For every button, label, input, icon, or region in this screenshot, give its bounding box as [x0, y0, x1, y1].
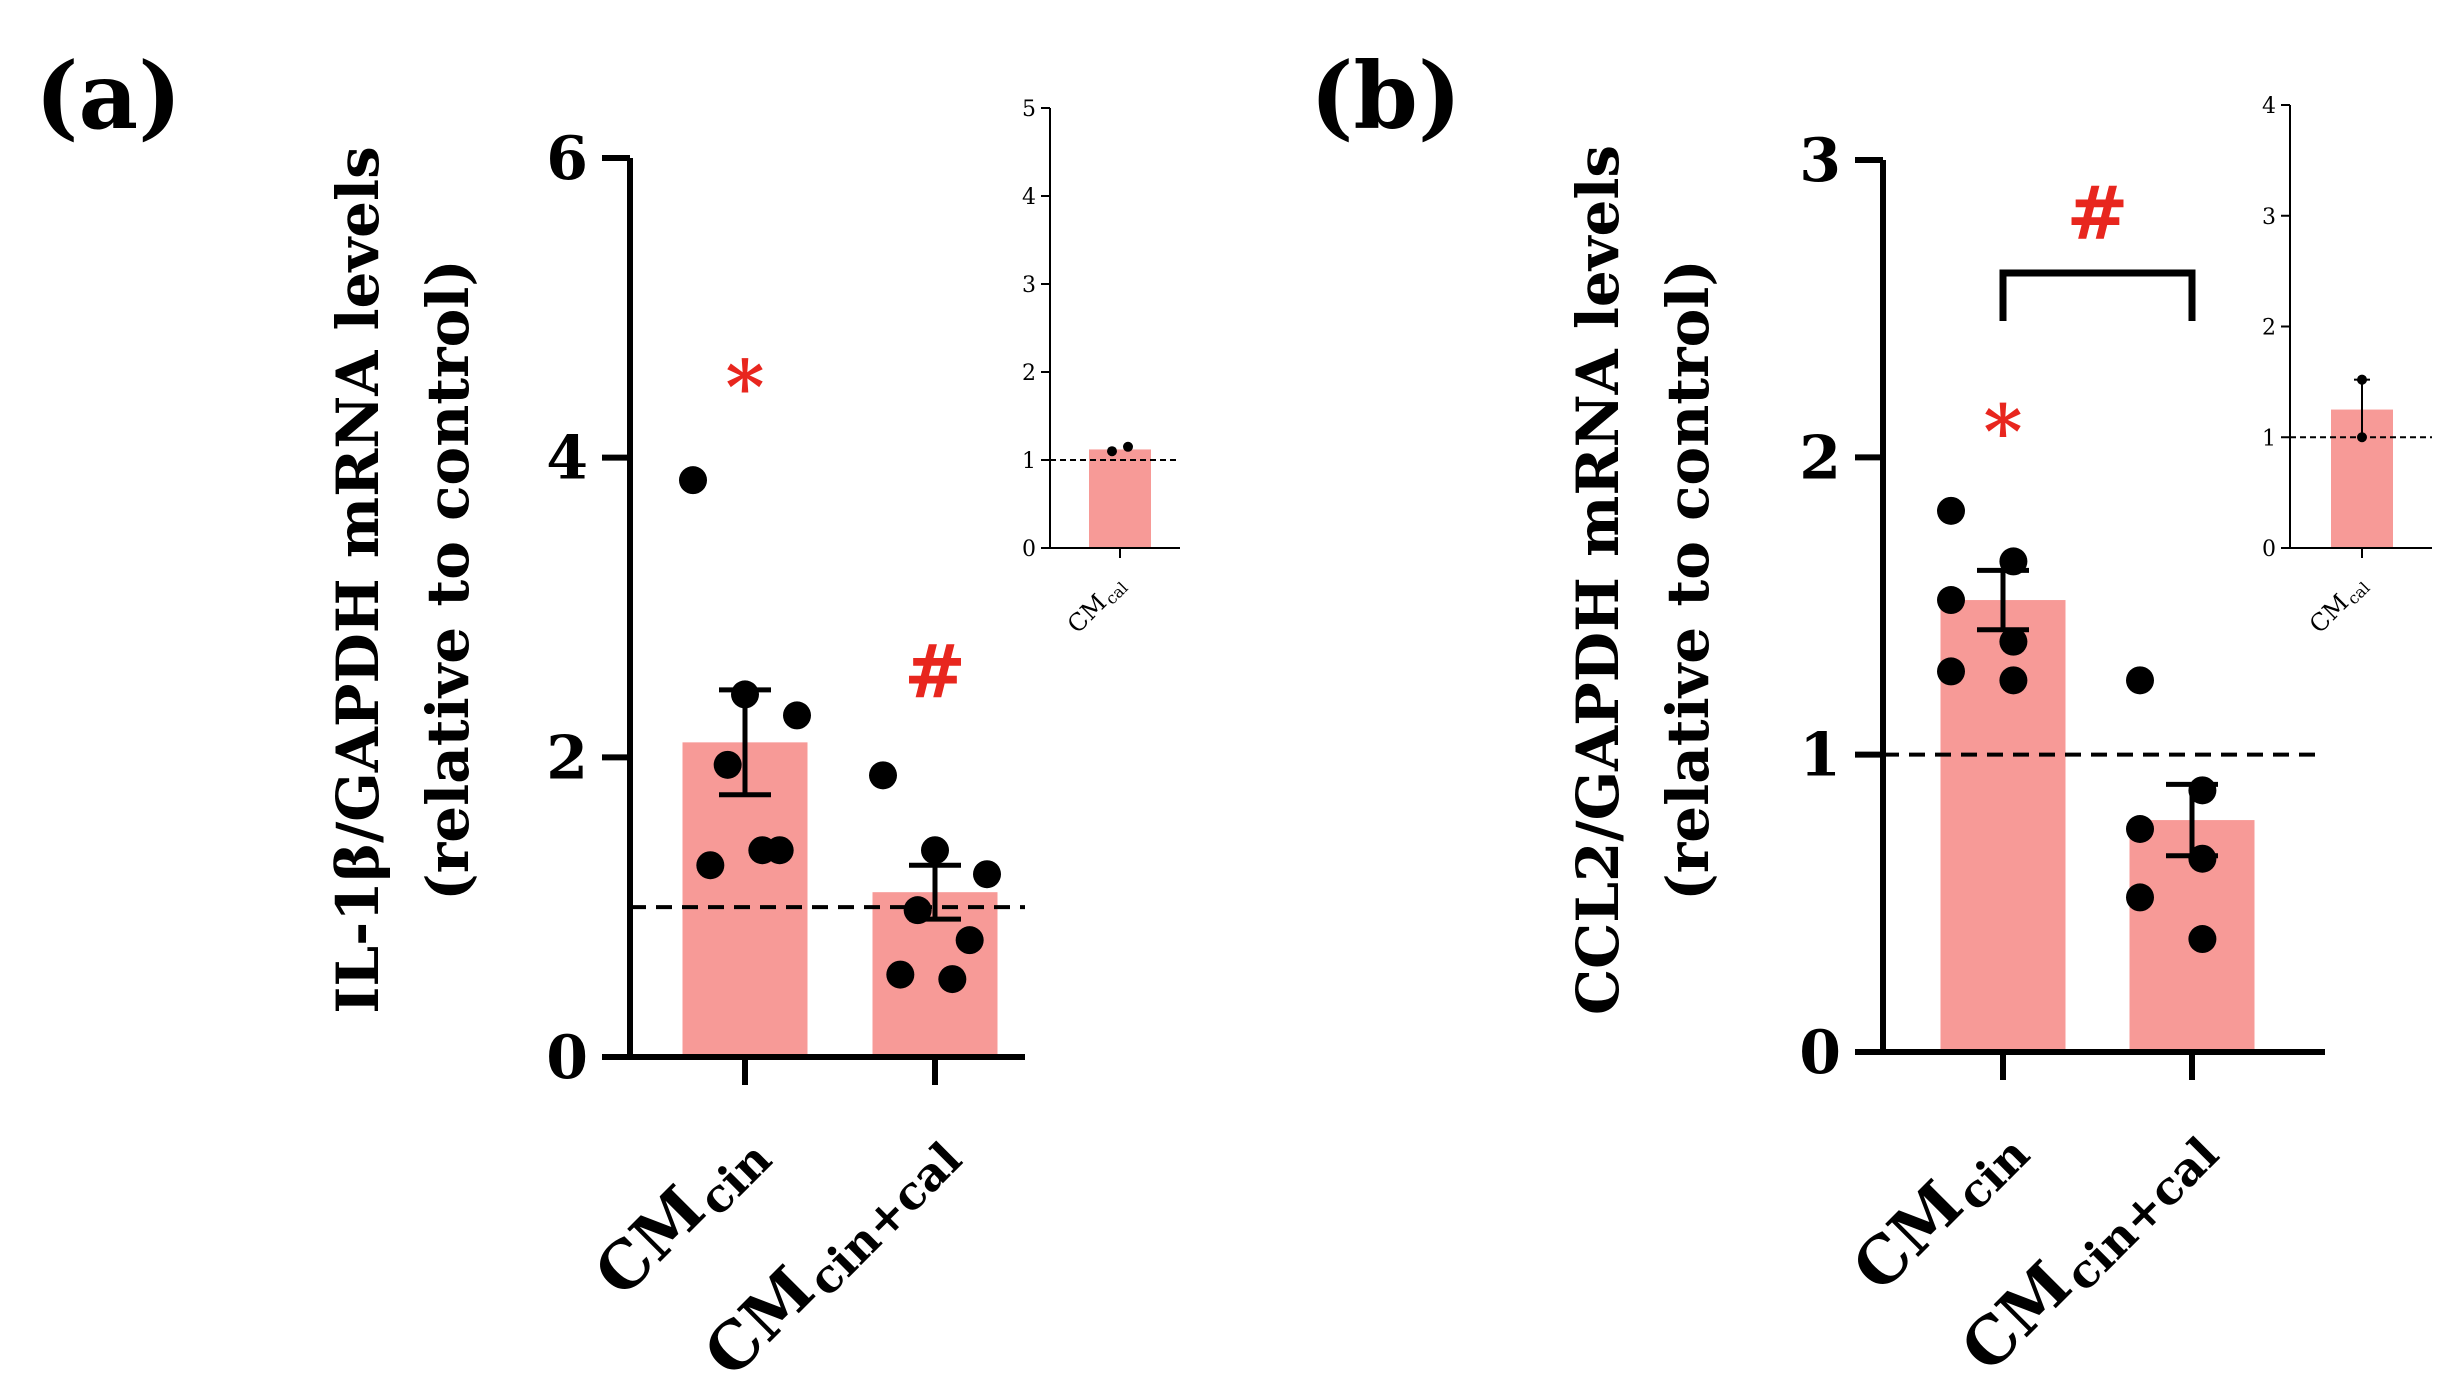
- panel-a-point-1-3: [783, 701, 811, 730]
- panel-a-point-2-3: [973, 860, 1001, 889]
- panel-a-xtick-label-2-sub: cin+cal: [797, 1132, 971, 1306]
- panel-a-point-1-1: [679, 466, 707, 495]
- panel-a-marker-1: *: [726, 345, 765, 431]
- panel-a-point-2-2: [921, 836, 949, 865]
- panel-a: (a) IL-1β/GAPDH mRNA levels (relative to…: [35, 42, 1180, 1392]
- panel-b-point-1-5: [1937, 657, 1965, 686]
- panel-a-ylabel-line2: (relative to control): [414, 259, 482, 900]
- panel-a-inset-point-2: [1123, 441, 1133, 452]
- panel-b: (b) CCL2/GAPDH mRNA levels (relative to …: [1310, 42, 2432, 1387]
- panel-b-ytick-label-2: 2: [1799, 423, 1841, 493]
- panel-a-ylabel-line1: IL-1β/GAPDH mRNA levels: [324, 146, 392, 1013]
- panel-a-point-2-6: [886, 960, 915, 989]
- panel-a-inset-ytick-label-1: 1: [1022, 449, 1036, 474]
- panel-b-point-2-3: [2126, 815, 2154, 843]
- panel-b-point-1-1: [1937, 496, 1965, 525]
- panel-b-inset-plot: 0 1 2 3 4 CMcal: [2262, 94, 2432, 640]
- panel-a-inset-plot: 0 1 2 3 4 5 CMcal: [1022, 97, 1180, 640]
- panel-a-inset-ytick-label-5: 5: [1022, 97, 1036, 122]
- panel-a-point-1-6: [696, 851, 725, 880]
- panel-b-ytick-label-3: 3: [1799, 126, 1841, 196]
- panel-a-point-1-4: [713, 750, 742, 779]
- panel-b-inset-ytick-label-2: 2: [2262, 316, 2276, 341]
- panel-b-point-1-4: [1999, 627, 2028, 656]
- panel-b-ylabel-line2: (relative to control): [1654, 259, 1722, 900]
- panel-b-xtick-label-2-sub: cin+cal: [2054, 1127, 2228, 1301]
- panel-b-marker-1: *: [1984, 390, 2023, 476]
- panel-a-label: (a): [35, 42, 182, 150]
- panel-a-inset-ytick-label-4: 4: [1022, 185, 1036, 210]
- panel-b-point-2-4: [2188, 844, 2217, 873]
- panel-b-ytick-label-1: 1: [1799, 721, 1841, 791]
- panel-b-inset-xtick-label: CMcal: [2304, 570, 2374, 640]
- panel-a-point-1-7: [748, 836, 777, 865]
- panel-b-point-2-1: [2126, 666, 2154, 695]
- panel-b-ytick-label-0: 0: [1799, 1018, 1841, 1088]
- panel-a-ytick-label-3: 6: [546, 124, 588, 194]
- panel-a-ytick-label-1: 2: [546, 723, 588, 793]
- panel-b-label: (b): [1310, 42, 1461, 150]
- panel-b-inset-ytick-label-1: 1: [2262, 426, 2276, 451]
- panel-a-point-2-1: [869, 761, 897, 790]
- panel-a-ytick-label-0: 0: [546, 1023, 588, 1093]
- panel-b-inset-ytick-label-4: 4: [2262, 94, 2276, 119]
- panel-b-inset-ytick-label-0: 0: [2262, 537, 2276, 562]
- panel-b-ylabel-line1: CCL2/GAPDH mRNA levels: [1564, 145, 1632, 1015]
- panel-a-point-2-7: [938, 965, 967, 994]
- panel-b-inset-ytick-label-3: 3: [2262, 205, 2276, 230]
- panel-b-point-2-5: [2126, 883, 2154, 912]
- panel-b-point-1-3: [1937, 586, 1965, 615]
- panel-b-point-2-6: [2188, 925, 2217, 954]
- panel-a-inset-ytick-label-2: 2: [1022, 361, 1036, 386]
- panel-a-inset-ytick-label-3: 3: [1022, 273, 1036, 298]
- panel-a-marker-2: #: [904, 629, 966, 715]
- panel-a-point-2-5: [955, 926, 984, 955]
- panel-b-bracket-label: #: [2066, 171, 2128, 257]
- panel-a-inset-ytick-label-0: 0: [1022, 537, 1036, 562]
- panel-a-ytick-label-2: 4: [546, 424, 588, 494]
- panel-a-inset-point-1: [1107, 446, 1117, 457]
- panel-a-inset-bar: [1089, 449, 1151, 548]
- panel-b-point-1-6: [1999, 666, 2028, 695]
- panel-b-bracket: [1999, 269, 2196, 321]
- panel-a-inset-xtick-label: CMcal: [1062, 570, 1132, 640]
